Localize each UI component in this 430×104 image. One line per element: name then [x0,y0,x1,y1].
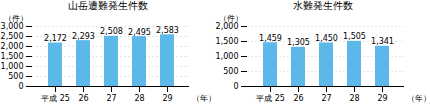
svg-text:27: 27 [106,94,116,103]
svg-text:（件）: （件） [219,14,243,23]
svg-text:1,500: 1,500 [1,52,24,61]
svg-text:1,500: 1,500 [216,37,239,46]
svg-text:500: 500 [8,72,23,81]
svg-text:1,000: 1,000 [1,62,24,71]
svg-text:2,293: 2,293 [72,32,95,41]
svg-text:2,000: 2,000 [1,42,24,51]
svg-text:2,500: 2,500 [1,32,24,41]
svg-text:1,341: 1,341 [371,37,394,46]
svg-text:29: 29 [162,94,172,103]
svg-text:2,495: 2,495 [128,28,151,37]
svg-text:26: 26 [78,94,88,103]
svg-text:2,508: 2,508 [100,27,123,36]
svg-text:2,000: 2,000 [216,22,239,31]
svg-text:27: 27 [321,94,331,103]
svg-text:2,172: 2,172 [44,34,67,43]
svg-text:（年）: （年） [192,94,216,103]
svg-text:28: 28 [134,94,144,103]
svg-text:1,450: 1,450 [315,34,338,43]
svg-text:500: 500 [223,67,238,76]
svg-text:平成 25: 平成 25 [41,94,70,103]
html-text:山岳遭難発生件数: 山岳遭難発生件数 [67,0,148,11]
svg-text:1,000: 1,000 [216,52,239,61]
svg-text:28: 28 [349,94,359,103]
svg-text:（年）: （年） [407,94,430,103]
svg-text:1,305: 1,305 [287,38,310,47]
svg-text:3,000: 3,000 [1,22,24,31]
svg-text:1,505: 1,505 [343,32,366,41]
svg-text:1,459: 1,459 [259,34,282,43]
svg-text:26: 26 [293,94,303,103]
svg-text:0: 0 [233,82,238,91]
svg-text:29: 29 [377,94,387,103]
svg-text:（件）: （件） [4,14,28,23]
svg-text:平成 25: 平成 25 [256,94,285,103]
svg-text:2,583: 2,583 [156,26,179,35]
html-text:水難発生件数: 水難発生件数 [292,0,353,11]
svg-text:0: 0 [18,82,23,91]
